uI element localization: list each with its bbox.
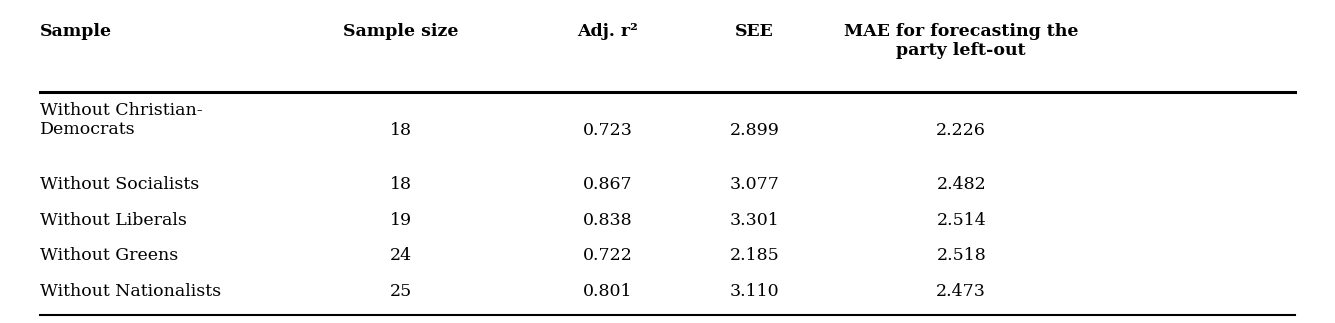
Text: Adj. r²: Adj. r² (577, 23, 638, 40)
Text: 0.867: 0.867 (582, 176, 633, 193)
Text: 25: 25 (390, 283, 411, 300)
Text: 2.185: 2.185 (729, 247, 780, 264)
Text: 2.514: 2.514 (936, 212, 987, 229)
Text: MAE for forecasting the
party left-out: MAE for forecasting the party left-out (844, 23, 1079, 59)
Text: 2.473: 2.473 (936, 283, 987, 300)
Text: 2.518: 2.518 (936, 247, 987, 264)
Text: Without Socialists: Without Socialists (40, 176, 199, 193)
Text: 3.077: 3.077 (729, 176, 780, 193)
Text: 0.723: 0.723 (582, 122, 633, 139)
Text: Sample: Sample (40, 23, 112, 40)
Text: Sample size: Sample size (343, 23, 458, 40)
Text: 0.801: 0.801 (582, 283, 633, 300)
Text: Without Christian-
Democrats: Without Christian- Democrats (40, 102, 203, 138)
Text: 0.838: 0.838 (582, 212, 633, 229)
Text: 3.110: 3.110 (729, 283, 780, 300)
Text: 19: 19 (390, 212, 411, 229)
Text: 18: 18 (390, 122, 411, 139)
Text: Without Greens: Without Greens (40, 247, 179, 264)
Text: 3.301: 3.301 (729, 212, 780, 229)
Text: 2.482: 2.482 (936, 176, 987, 193)
Text: 2.899: 2.899 (729, 122, 780, 139)
Text: Without Liberals: Without Liberals (40, 212, 187, 229)
Text: 2.226: 2.226 (936, 122, 987, 139)
Text: Without Nationalists: Without Nationalists (40, 283, 222, 300)
Text: 18: 18 (390, 176, 411, 193)
Text: 0.722: 0.722 (582, 247, 633, 264)
Text: 24: 24 (390, 247, 411, 264)
Text: SEE: SEE (734, 23, 774, 40)
